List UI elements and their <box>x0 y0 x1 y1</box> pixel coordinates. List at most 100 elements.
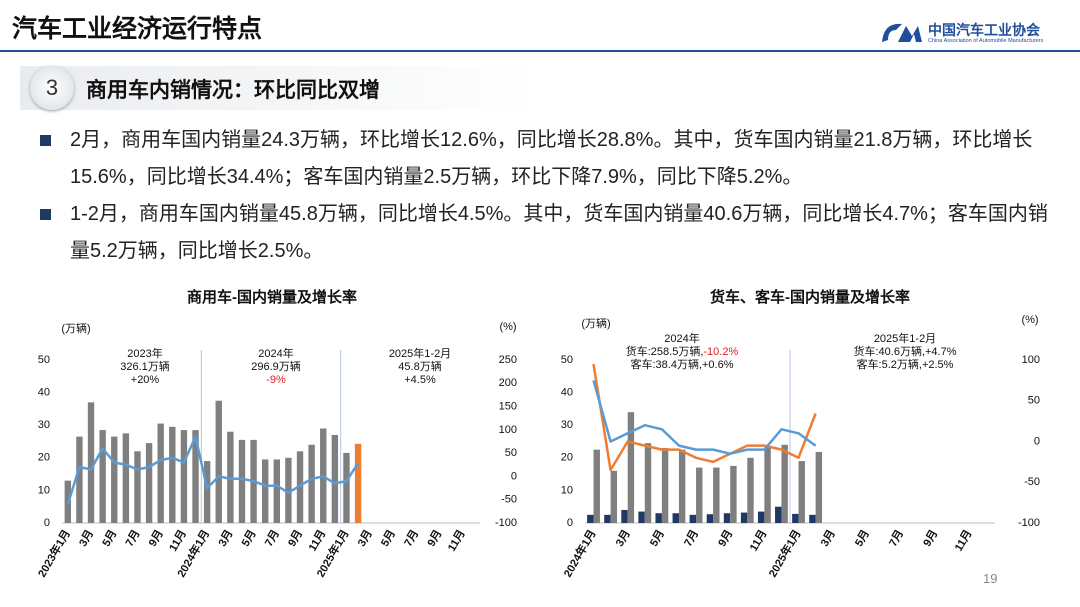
section-number: 3 <box>30 66 74 110</box>
annotation: -9% <box>266 374 286 386</box>
bar <box>87 402 95 523</box>
bar <box>587 514 594 523</box>
bar <box>285 457 292 523</box>
bar <box>723 513 731 523</box>
bar <box>781 444 788 523</box>
x-tick-label: 5月 <box>647 527 667 548</box>
bullet-text: 1-2月，商用车国内销量45.8万辆，同比增长4.5%。其中，货车国内销量40.… <box>70 203 1048 262</box>
x-tick-label: 11月 <box>445 527 468 553</box>
x-tick-label: 5月 <box>852 527 872 548</box>
page-title: 汽车工业经济运行特点 <box>12 15 263 43</box>
annotation: 2024年 <box>258 346 293 360</box>
line <box>592 363 817 472</box>
bar <box>134 451 141 523</box>
bar <box>655 513 662 523</box>
x-tick-label: 9月 <box>921 527 941 548</box>
header-rule <box>0 50 1080 52</box>
y-tick-label: 0 <box>44 517 50 529</box>
bar <box>604 514 611 523</box>
x-tick-label: 11月 <box>747 527 770 553</box>
bar <box>593 449 600 523</box>
bar <box>696 467 703 523</box>
bar <box>308 444 315 523</box>
y-tick-label: 10 <box>561 484 573 496</box>
y2-tick-label: 50 <box>505 447 517 459</box>
x-tick-label: 2023年1月 <box>34 527 72 580</box>
y-axis-label: (万辆) <box>61 321 90 335</box>
bar <box>757 511 765 523</box>
bar <box>354 443 362 523</box>
annotation: 45.8万辆 <box>398 359 441 373</box>
x-tick-label: 9月 <box>285 527 305 548</box>
charts: 商用车-国内销量及增长率 (万辆) (%) 2023年 326.1万辆 +20%… <box>34 288 1040 580</box>
line <box>66 435 360 505</box>
bar <box>713 467 720 523</box>
y2-tick-label: 250 <box>499 354 517 366</box>
bullet: 2月，商用车国内销量24.3万辆，环比增长12.6%，同比增长28.8%。其中，… <box>40 122 1050 196</box>
bar <box>689 514 697 523</box>
annotation: +20% <box>131 374 160 386</box>
logo-mark <box>882 23 922 42</box>
bar <box>238 439 246 523</box>
bar <box>192 430 199 523</box>
x-tick-label: 3月 <box>216 527 236 548</box>
bar <box>706 514 714 523</box>
y2-tick-label: 100 <box>1022 354 1040 366</box>
bar <box>111 436 118 523</box>
annotation: 客车:5.2万辆,+2.5% <box>857 357 954 371</box>
y-tick-label: 50 <box>561 354 573 366</box>
chart-title: 货车、客车-国内销量及增长率 <box>710 288 910 306</box>
x-tick-label: 11月 <box>306 527 329 553</box>
x-tick-label: 9月 <box>146 527 166 548</box>
bar <box>157 423 164 523</box>
bar <box>747 457 754 523</box>
x-tick-label: 7月 <box>886 527 906 548</box>
y-tick-label: 20 <box>38 452 50 464</box>
bar <box>273 459 280 523</box>
annotation: 296.9万辆 <box>251 359 301 373</box>
bar <box>678 449 686 523</box>
bar <box>122 433 130 523</box>
x-tick-label: 11月 <box>166 527 189 553</box>
x-tick-label: 3月 <box>818 527 838 548</box>
bar <box>215 400 222 523</box>
x-tick-label: 9月 <box>425 527 445 548</box>
x-tick-label: 3月 <box>76 527 96 548</box>
y-tick-label: 20 <box>561 452 573 464</box>
annotation: 货车:258.5万辆, <box>626 344 704 358</box>
bar <box>730 465 737 523</box>
y2-tick-label: 50 <box>1028 395 1040 407</box>
y2-tick-label: -100 <box>495 517 517 529</box>
section-title: 商用车内销情况：环比同比双增 <box>86 79 380 102</box>
annotation: 2025年1-2月 <box>389 346 451 360</box>
y-tick-label: 30 <box>38 419 50 431</box>
bar <box>764 446 771 523</box>
bullet: 1-2月，商用车国内销量45.8万辆，同比增长4.5%。其中，货车国内销量40.… <box>40 196 1050 270</box>
bar <box>627 412 635 523</box>
y-tick-label: 0 <box>567 517 573 529</box>
page-number: 19 <box>983 571 998 586</box>
x-tick-label: 3月 <box>613 527 633 548</box>
y2-tick-label: 0 <box>511 470 517 482</box>
x-tick-label: 5月 <box>239 527 259 548</box>
x-tick-label: 3月 <box>355 527 375 548</box>
annotation-line: 货车:258.5万辆,-10.2% <box>626 344 739 358</box>
bar <box>661 448 669 523</box>
annotation: 2023年 <box>127 346 162 360</box>
bar <box>180 430 188 523</box>
bar <box>672 513 679 523</box>
y2-tick-label: 0 <box>1034 435 1040 447</box>
x-tick-label: 7月 <box>401 527 421 548</box>
y2-tick-label: -50 <box>1024 476 1040 488</box>
chart-title: 商用车-国内销量及增长率 <box>187 288 357 306</box>
bar <box>815 451 823 523</box>
y-tick-label: 30 <box>561 419 573 431</box>
logo-name: 中国汽车工业协会 <box>928 22 1040 38</box>
bar <box>740 512 748 523</box>
y2-tick-label: 150 <box>499 400 517 412</box>
bar <box>792 513 799 523</box>
bar <box>203 461 211 523</box>
y2-tick-label: -50 <box>501 494 517 506</box>
y2-tick-label: 200 <box>499 377 517 389</box>
bullet-text: 2月，商用车国内销量24.3万辆，环比增长12.6%，同比增长28.8%。其中，… <box>70 129 1033 188</box>
